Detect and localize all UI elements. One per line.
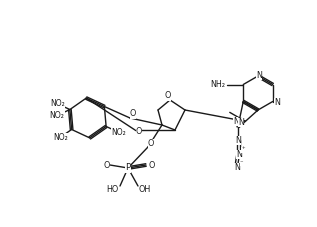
Text: O: O <box>149 160 155 170</box>
Text: NO₂: NO₂ <box>53 133 68 142</box>
Text: P: P <box>126 163 131 173</box>
Text: ⁺: ⁺ <box>242 147 245 153</box>
Text: NO₂: NO₂ <box>112 128 126 137</box>
Text: ⁻: ⁻ <box>240 160 243 166</box>
Text: O: O <box>136 128 142 136</box>
Text: NO₂: NO₂ <box>50 99 65 108</box>
Text: N: N <box>235 136 241 145</box>
Text: O: O <box>130 109 136 118</box>
Text: HO: HO <box>106 185 118 193</box>
Text: O: O <box>104 160 110 170</box>
Text: O: O <box>148 138 154 148</box>
Text: N: N <box>234 163 240 172</box>
Text: N: N <box>233 117 239 126</box>
Text: OH: OH <box>139 185 151 193</box>
Text: N: N <box>274 98 280 107</box>
Text: N: N <box>238 118 244 127</box>
Text: NO₂: NO₂ <box>50 111 65 120</box>
Text: O: O <box>165 91 171 101</box>
Text: N: N <box>256 71 262 79</box>
Text: N: N <box>236 150 242 159</box>
Text: NH₂: NH₂ <box>210 80 225 89</box>
